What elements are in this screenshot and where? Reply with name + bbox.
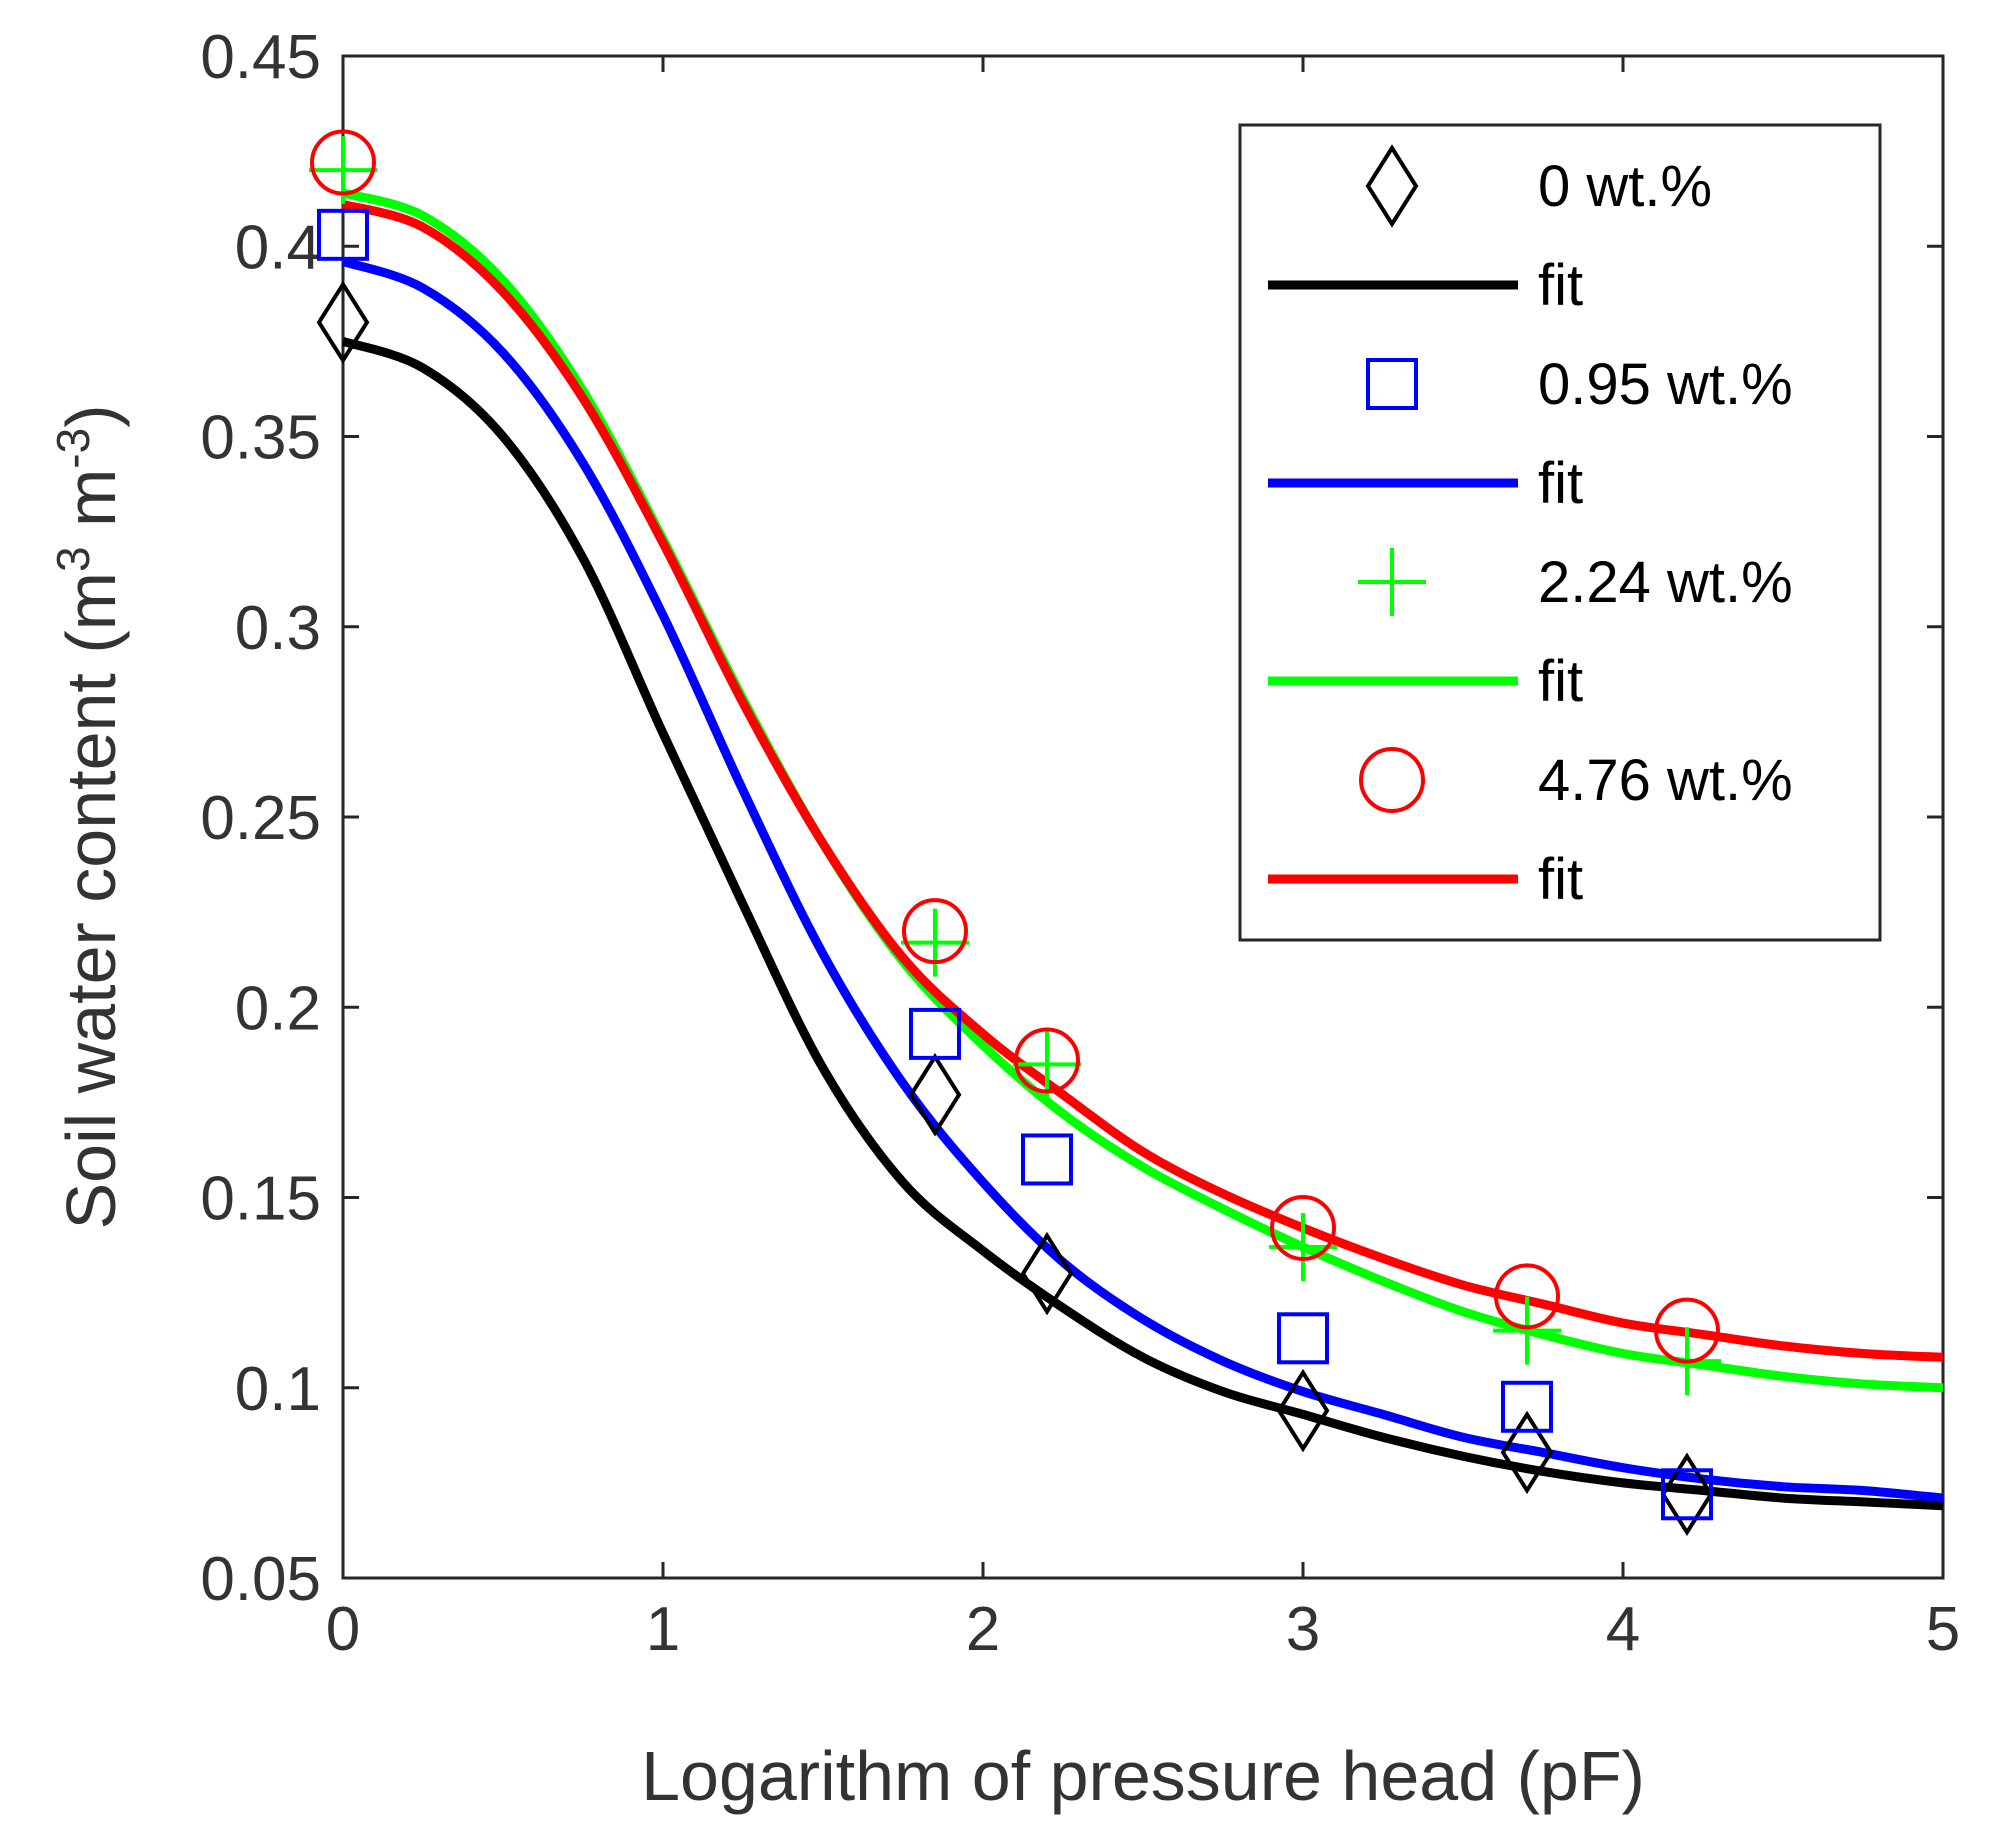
data-point-plus (901, 908, 969, 977)
legend-fit-label: fit (1538, 649, 1583, 714)
y-axis-title-mid: m (52, 469, 130, 547)
y-tick-label: 0.25 (200, 784, 321, 853)
y-axis-title-end: ) (52, 404, 130, 427)
data-point-diamond (316, 280, 370, 365)
legend-fit-label: fit (1538, 847, 1583, 912)
y-tick-label: 0.15 (200, 1165, 321, 1234)
measured-markers (309, 129, 1721, 1537)
x-tick-label: 0 (326, 1595, 360, 1664)
y-axis-title-sup1: 3 (47, 546, 99, 572)
y-tick-label: 0.45 (200, 23, 321, 92)
data-point-circle (1654, 1297, 1720, 1364)
legend-marker-circle (1359, 747, 1425, 813)
fit-line-0 (341, 337, 1944, 1511)
legend-fit-label: fit (1538, 451, 1583, 516)
y-axis-title-sup2: -3 (47, 428, 99, 469)
legend-marker-diamond (1365, 144, 1419, 228)
data-point-plus (1013, 1030, 1081, 1099)
y-tick-labels: 0.05 0.1 0.15 0.2 0.25 0.3 0.35 0.4 0.45 (200, 23, 321, 1614)
data-point-diamond (908, 1053, 962, 1137)
x-tick-label: 4 (1606, 1595, 1640, 1664)
legend-box (1238, 123, 1882, 942)
data-point-circle (310, 129, 376, 196)
x-axis-title: Logarithm of pressure head (pF) (641, 1737, 1645, 1815)
y-axis-title-main: Soil water content (m (52, 572, 130, 1229)
x-tick-label: 5 (1926, 1595, 1960, 1664)
data-point-square (1501, 1380, 1553, 1433)
y-tick-label: 0.1 (235, 1355, 321, 1424)
data-point-circle (1270, 1194, 1336, 1261)
legend: 0 wt.% fit 0.95 wt.% fit 2.24 wt.% fit 4.76 wt… (1238, 123, 1882, 942)
legend-label: 4.76 wt.% (1538, 748, 1793, 813)
y-tick-label: 0.05 (200, 1545, 321, 1614)
x-tick-labels: 0 1 2 3 4 5 (326, 1595, 1960, 1664)
y-axis-title: Soil water content (m3 m-3) (47, 404, 130, 1229)
data-point-circle (1014, 1027, 1080, 1094)
data-point-diamond (1500, 1410, 1554, 1495)
y-tick-label: 0.3 (235, 594, 321, 663)
y-tick-label: 0.2 (235, 974, 321, 1043)
x-tick-label: 1 (646, 1595, 680, 1664)
legend-label: 2.24 wt.% (1538, 550, 1793, 615)
fit-line-3 (341, 200, 1944, 1362)
data-point-square (909, 1007, 961, 1060)
data-point-diamond (1660, 1452, 1714, 1537)
data-point-plus (1493, 1296, 1561, 1365)
y-tick-label: 0.35 (200, 404, 321, 473)
data-point-circle (902, 898, 968, 965)
x-tick-label: 3 (1286, 1595, 1320, 1664)
data-point-square (317, 208, 369, 261)
data-point-square (1661, 1468, 1713, 1521)
legend-fit-label: fit (1538, 253, 1583, 318)
data-point-circle (1494, 1263, 1560, 1330)
legend-label: 0 wt.% (1538, 154, 1712, 219)
data-point-square (1277, 1312, 1329, 1365)
x-tick-label: 2 (966, 1595, 1000, 1664)
y-tick-label: 0.4 (235, 213, 321, 282)
legend-label: 0.95 wt.% (1538, 352, 1793, 417)
legend-marker-square (1366, 358, 1418, 410)
data-point-diamond (1020, 1231, 1074, 1316)
data-point-diamond (1276, 1368, 1330, 1453)
data-point-square (1021, 1133, 1073, 1186)
legend-marker-plus (1358, 548, 1426, 616)
